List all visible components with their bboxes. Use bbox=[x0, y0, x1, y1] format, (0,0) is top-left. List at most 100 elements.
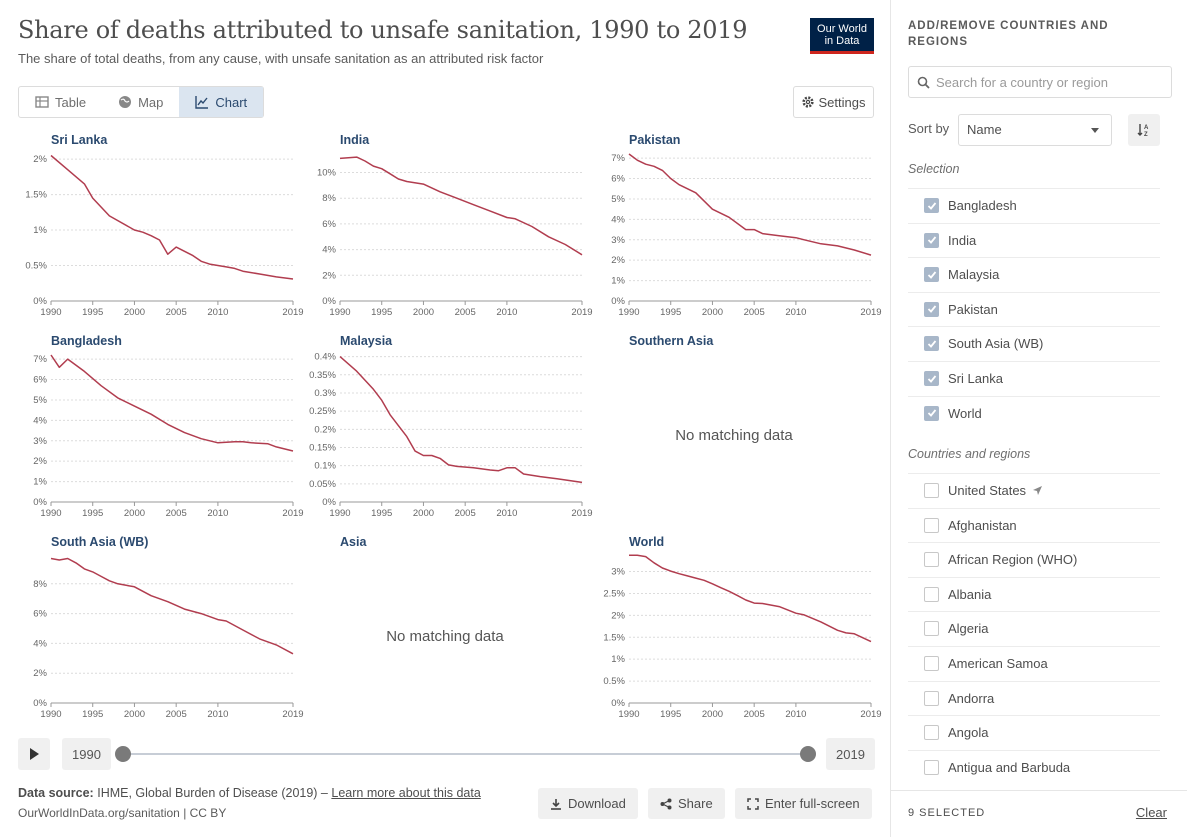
share-icon bbox=[660, 798, 672, 809]
checkbox-unchecked[interactable] bbox=[924, 725, 939, 741]
timeline-start-handle[interactable] bbox=[115, 746, 131, 762]
y-tick-label: 3% bbox=[611, 567, 625, 578]
x-tick-label: 2005 bbox=[455, 508, 476, 519]
x-tick-label: 2019 bbox=[282, 709, 303, 720]
x-tick-label: 2010 bbox=[496, 508, 517, 519]
y-tick-label: 2% bbox=[33, 456, 47, 467]
x-tick-label: 2000 bbox=[413, 307, 434, 318]
entity-row[interactable]: Antigua and Barbuda bbox=[908, 749, 1160, 784]
regions-label: Countries and regions bbox=[908, 447, 1031, 461]
no-data-message: No matching data bbox=[675, 427, 793, 444]
checkbox-checked[interactable] bbox=[924, 198, 939, 213]
fullscreen-label: Enter full-screen bbox=[765, 796, 860, 811]
checkbox-checked[interactable] bbox=[924, 336, 939, 352]
entity-row[interactable]: African Region (WHO) bbox=[908, 542, 1160, 576]
sidebar-heading: ADD/REMOVE COUNTRIES AND REGIONS bbox=[908, 20, 1109, 48]
selected-entity-row[interactable]: South Asia (WB) bbox=[908, 326, 1160, 360]
check-icon bbox=[927, 340, 936, 348]
entity-selector-sidebar: ADD/REMOVE COUNTRIES AND REGIONS Search … bbox=[890, 0, 1187, 837]
y-tick-label: 10% bbox=[317, 168, 337, 179]
y-tick-label: 8% bbox=[33, 579, 47, 590]
tab-map[interactable]: Map bbox=[102, 87, 179, 117]
x-tick-label: 2005 bbox=[166, 709, 187, 720]
timeline-start-year[interactable]: 1990 bbox=[62, 738, 111, 770]
checkbox-unchecked[interactable] bbox=[924, 483, 939, 498]
y-tick-label: 4% bbox=[611, 214, 625, 225]
clear-button[interactable]: Clear bbox=[1135, 805, 1167, 820]
x-tick-label: 1990 bbox=[329, 307, 350, 318]
entity-row[interactable]: Afghanistan bbox=[908, 507, 1160, 542]
learn-more-link[interactable]: Learn more about this data bbox=[331, 786, 481, 800]
settings-button[interactable]: Settings bbox=[793, 86, 874, 118]
tab-chart-label: Chart bbox=[215, 94, 248, 110]
sort-select[interactable]: Name bbox=[958, 114, 1112, 146]
x-tick-label: 2000 bbox=[124, 307, 145, 318]
check-icon bbox=[927, 271, 936, 279]
search-placeholder: Search for a country or region bbox=[936, 74, 1108, 90]
checkbox-checked[interactable] bbox=[924, 405, 939, 421]
checkbox-checked[interactable] bbox=[924, 301, 939, 317]
tab-table[interactable]: Table bbox=[19, 87, 102, 117]
x-tick-label: 2005 bbox=[744, 709, 765, 720]
y-tick-label: 6% bbox=[33, 375, 47, 386]
x-tick-label: 2000 bbox=[413, 508, 434, 519]
selected-entity-row[interactable]: Malaysia bbox=[908, 257, 1160, 291]
x-tick-label: 2000 bbox=[702, 709, 723, 720]
x-tick-label: 2010 bbox=[785, 709, 806, 720]
data-source: Data source: IHME, Global Burden of Dise… bbox=[18, 786, 481, 800]
y-tick-label: 2.5% bbox=[603, 588, 625, 599]
checkbox-unchecked[interactable] bbox=[924, 586, 939, 602]
share-button[interactable]: Share bbox=[648, 788, 725, 819]
entity-row[interactable]: American Samoa bbox=[908, 646, 1160, 680]
entity-row[interactable]: Algeria bbox=[908, 611, 1160, 645]
x-tick-label: 1990 bbox=[618, 307, 639, 318]
play-button[interactable] bbox=[18, 738, 50, 770]
checkbox-unchecked[interactable] bbox=[924, 621, 939, 637]
download-button[interactable]: Download bbox=[538, 788, 638, 819]
x-tick-label: 2019 bbox=[282, 508, 303, 519]
tab-chart[interactable]: Chart bbox=[179, 87, 264, 117]
checkbox-checked[interactable] bbox=[924, 232, 939, 248]
checkbox-unchecked[interactable] bbox=[924, 690, 939, 706]
entity-row[interactable]: Andorra bbox=[908, 680, 1160, 715]
y-tick-label: 2% bbox=[33, 154, 47, 165]
selected-entity-row[interactable]: Sri Lanka bbox=[908, 361, 1160, 395]
timeline-track[interactable] bbox=[123, 753, 808, 755]
selected-entity-row[interactable]: India bbox=[908, 222, 1160, 257]
search-input[interactable]: Search for a country or region bbox=[908, 66, 1172, 98]
view-tabs: Table Map Chart bbox=[18, 86, 264, 118]
selected-entity-row[interactable]: Pakistan bbox=[908, 291, 1160, 326]
entity-row[interactable]: Albania bbox=[908, 576, 1160, 611]
checkbox-checked[interactable] bbox=[924, 267, 939, 283]
y-tick-label: 2% bbox=[611, 610, 625, 621]
location-arrow-icon bbox=[1033, 486, 1043, 495]
x-tick-label: 1990 bbox=[618, 709, 639, 720]
panel-title: Malaysia bbox=[340, 334, 393, 348]
checkbox-unchecked[interactable] bbox=[924, 759, 939, 775]
owid-logo[interactable]: Our World in Data bbox=[810, 18, 874, 54]
checkbox-unchecked[interactable] bbox=[924, 552, 939, 568]
entity-row[interactable]: United States bbox=[908, 473, 1160, 507]
y-tick-label: 1% bbox=[33, 477, 47, 488]
selected-entity-row[interactable]: Bangladesh bbox=[908, 188, 1160, 222]
timeline-end-handle[interactable] bbox=[800, 746, 816, 762]
x-tick-label: 1990 bbox=[40, 709, 61, 720]
x-tick-label: 2019 bbox=[571, 307, 592, 318]
fullscreen-button[interactable]: Enter full-screen bbox=[735, 788, 872, 819]
series-line bbox=[339, 356, 583, 484]
series-line bbox=[339, 156, 583, 256]
checkbox-unchecked[interactable] bbox=[924, 517, 939, 533]
checkbox-unchecked[interactable] bbox=[924, 656, 939, 671]
timeline-end-year[interactable]: 2019 bbox=[826, 738, 875, 770]
x-tick-label: 2010 bbox=[207, 307, 228, 318]
entity-label: Algeria bbox=[948, 621, 989, 637]
download-label: Download bbox=[568, 796, 626, 811]
selected-entity-row[interactable]: World bbox=[908, 395, 1160, 430]
y-tick-label: 6% bbox=[611, 174, 625, 185]
expand-icon bbox=[747, 797, 759, 810]
checkbox-checked[interactable] bbox=[924, 371, 939, 386]
entity-label: United States bbox=[948, 483, 1027, 498]
entity-row[interactable]: Angola bbox=[908, 715, 1160, 749]
y-tick-label: 3% bbox=[33, 436, 47, 447]
